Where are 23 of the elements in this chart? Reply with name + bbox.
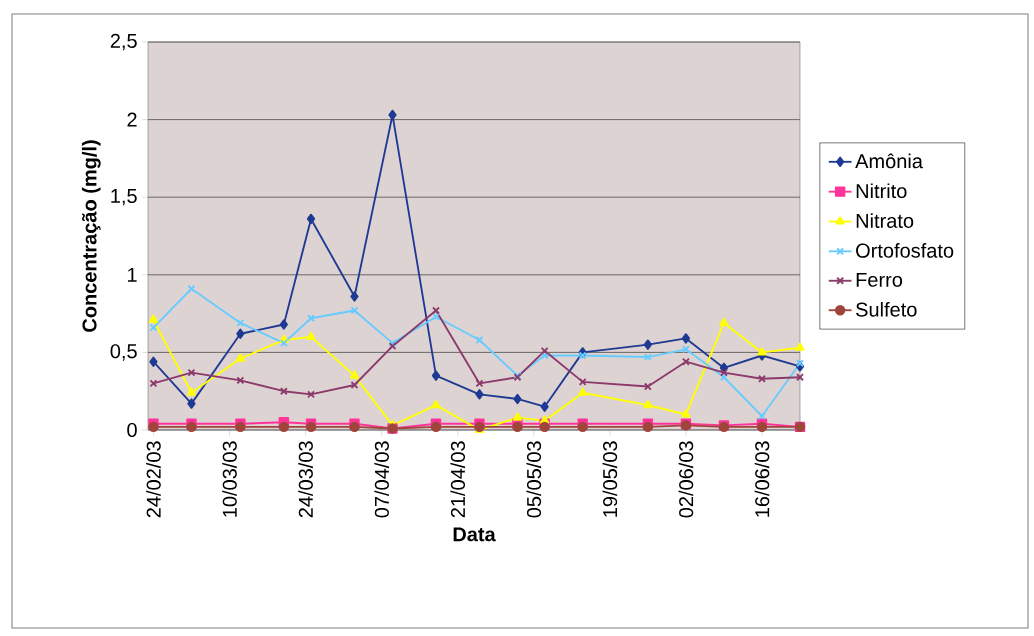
x-tick-label: 02/06/03 [678, 441, 694, 518]
x-tick-label: 07/04/03 [374, 441, 389, 518]
x-tick-label: 16/06/03 [754, 441, 770, 517]
y-tick-label: 0,5 [110, 344, 137, 361]
legend-label: Amônia [855, 153, 923, 169]
y-tick-label: 1 [128, 267, 137, 282]
legend-label: Nitrato [856, 213, 914, 228]
legend-label: Nitrito [856, 183, 907, 199]
x-axis-title: Data [453, 527, 496, 542]
x-tick-label: 05/05/03 [526, 441, 542, 518]
x-tick-label: 19/05/03 [602, 441, 618, 517]
legend-label: Ortofosfato [856, 243, 954, 258]
y-tick-label: 1,5 [111, 189, 137, 206]
y-axis-title: Concentração (mg/l) [81, 140, 101, 332]
legend-label: Sulfeto [856, 301, 917, 317]
x-tick-label: 10/03/03 [222, 441, 237, 517]
x-tick-label: 21/04/03 [450, 441, 466, 518]
y-tick-label: 2,5 [110, 33, 137, 51]
x-tick-label: 24/03/03 [298, 441, 313, 518]
y-tick-label: 0 [127, 422, 137, 438]
x-tick-label: 24/02/03 [146, 441, 161, 518]
legend-label: Ferro [856, 272, 903, 287]
y-tick-label: 2 [127, 112, 137, 127]
